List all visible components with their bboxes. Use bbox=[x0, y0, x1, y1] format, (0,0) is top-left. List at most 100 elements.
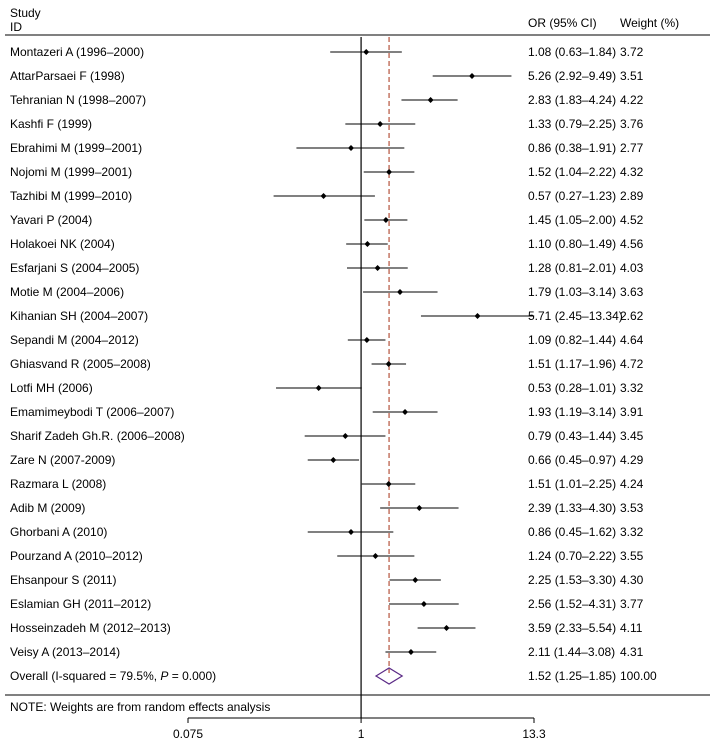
weight-text: 4.11 bbox=[620, 621, 643, 635]
ci-text: 1.52 (1.04–2.22) bbox=[528, 165, 616, 179]
study-label: Kashfi F (1999) bbox=[10, 117, 92, 131]
ci-text: 1.24 (0.70–2.22) bbox=[528, 549, 616, 563]
study-label: Montazeri A (1996–2000) bbox=[10, 45, 144, 59]
study-label: Kihanian SH (2004–2007) bbox=[10, 309, 148, 323]
study-row: Eslamian GH (2011–2012) 2.56 (1.52–4.31) 3… bbox=[10, 597, 644, 611]
ci-text: 1.45 (1.05–2.00) bbox=[528, 213, 616, 227]
ci-text: 1.51 (1.01–2.25) bbox=[528, 477, 616, 491]
study-row: Zare N (2007-2009) 0.66 (0.45–0.97) 4.29 bbox=[10, 453, 644, 467]
study-row: Ghiasvand R (2005–2008) 1.51 (1.17–1.96) 4… bbox=[10, 357, 644, 371]
ci-text: 2.39 (1.33–4.30) bbox=[528, 501, 616, 515]
weight-text: 3.63 bbox=[620, 285, 644, 299]
weight-text: 3.45 bbox=[620, 429, 644, 443]
ci-text: 2.83 (1.83–4.24) bbox=[528, 93, 616, 107]
study-row: Lotfi MH (2006) 0.53 (0.28–1.01) 3.32 bbox=[10, 381, 644, 395]
point-estimate-marker bbox=[315, 385, 322, 391]
weight-text: 3.72 bbox=[620, 45, 644, 59]
point-estimate-marker bbox=[320, 193, 327, 199]
ci-text: 1.79 (1.03–3.14) bbox=[528, 285, 616, 299]
weight-text: 4.30 bbox=[620, 573, 644, 587]
ci-text: 1.08 (0.63–1.84) bbox=[528, 45, 616, 59]
weight-text: 3.32 bbox=[620, 525, 644, 539]
overall-ci-text: 1.52 (1.25–1.85) bbox=[528, 669, 616, 683]
weight-text: 3.76 bbox=[620, 117, 644, 131]
point-estimate-marker bbox=[443, 625, 450, 631]
weight-text: 3.32 bbox=[620, 381, 644, 395]
weight-text: 2.62 bbox=[620, 309, 644, 323]
ci-text: 0.66 (0.45–0.97) bbox=[528, 453, 616, 467]
weight-text: 3.91 bbox=[620, 405, 644, 419]
point-estimate-marker bbox=[348, 529, 355, 535]
x-tick-label: 13.3 bbox=[522, 727, 546, 741]
point-estimate-marker bbox=[407, 649, 414, 655]
study-label: Pourzand A (2010–2012) bbox=[10, 549, 143, 563]
ci-text: 0.86 (0.45–1.62) bbox=[528, 525, 616, 539]
point-estimate-marker bbox=[330, 457, 337, 463]
study-label: Tazhibi M (1999–2010) bbox=[10, 189, 132, 203]
study-label: Sharif Zadeh Gh.R. (2006–2008) bbox=[10, 429, 185, 443]
study-row: Emamimeybodi T (2006–2007) 1.93 (1.19–3.1… bbox=[10, 405, 644, 419]
study-label: Zare N (2007-2009) bbox=[10, 453, 115, 467]
study-label: Nojomi M (1999–2001) bbox=[10, 165, 132, 179]
study-row: Ghorbani A (2010) 0.86 (0.45–1.62) 3.32 bbox=[10, 525, 644, 539]
study-row: Veisy A (2013–2014) 2.11 (1.44–3.08) 4.31 bbox=[10, 645, 644, 659]
weight-text: 4.52 bbox=[620, 213, 644, 227]
study-row: Adib M (2009) 2.39 (1.33–4.30) 3.53 bbox=[10, 501, 644, 515]
point-estimate-marker bbox=[416, 505, 423, 511]
study-label: Ehsanpour S (2011) bbox=[10, 573, 117, 587]
point-estimate-marker bbox=[374, 265, 381, 271]
ci-text: 0.57 (0.27–1.23) bbox=[528, 189, 616, 203]
ci-text: 0.86 (0.38–1.91) bbox=[528, 141, 616, 155]
point-estimate-marker bbox=[385, 361, 392, 367]
header-study: Study bbox=[10, 6, 41, 20]
header-weight: Weight (%) bbox=[620, 16, 679, 30]
study-row: Kihanian SH (2004–2007) 5.71 (2.45–13.34)… bbox=[10, 309, 644, 323]
weight-text: 4.22 bbox=[620, 93, 644, 107]
study-row: Esfarjani S (2004–2005) 1.28 (0.81–2.01) 4… bbox=[10, 261, 644, 275]
weight-text: 4.31 bbox=[620, 645, 644, 659]
study-label: Veisy A (2013–2014) bbox=[10, 645, 120, 659]
ci-text: 3.59 (2.33–5.54) bbox=[528, 621, 616, 635]
ci-text: 5.26 (2.92–9.49) bbox=[528, 69, 616, 83]
header-or: OR (95% CI) bbox=[528, 16, 597, 30]
weight-text: 4.24 bbox=[620, 477, 644, 491]
study-label: Yavari P (2004) bbox=[10, 213, 92, 227]
ci-text: 1.51 (1.17–1.96) bbox=[528, 357, 616, 371]
x-axis-ticks: 0.075 1 13.3 bbox=[173, 718, 546, 741]
overall-row: Overall (I-squared = 79.5%, P = 0.000) 1… bbox=[10, 667, 657, 685]
point-estimate-marker bbox=[348, 145, 355, 151]
point-estimate-marker bbox=[427, 97, 434, 103]
ci-text: 1.10 (0.80–1.49) bbox=[528, 237, 616, 251]
point-estimate-marker bbox=[363, 337, 370, 343]
study-row: Yavari P (2004) 1.45 (1.05–2.00) 4.52 bbox=[10, 213, 644, 227]
point-estimate-marker bbox=[402, 409, 409, 415]
weight-text: 2.77 bbox=[620, 141, 644, 155]
ci-text: 2.11 (1.44–3.08) bbox=[528, 645, 615, 659]
overall-label: Overall (I-squared = 79.5%, P = 0.000) bbox=[10, 669, 216, 683]
ci-text: 1.09 (0.82–1.44) bbox=[528, 333, 616, 347]
point-estimate-marker bbox=[469, 73, 476, 79]
point-estimate-marker bbox=[412, 577, 419, 583]
weight-text: 3.77 bbox=[620, 597, 644, 611]
study-label: AttarParsaei F (1998) bbox=[10, 69, 125, 83]
study-label: Ebrahimi M (1999–2001) bbox=[10, 141, 142, 155]
study-row: AttarParsaei F (1998) 5.26 (2.92–9.49) 3.5… bbox=[10, 69, 644, 83]
study-row: Sharif Zadeh Gh.R. (2006–2008) 0.79 (0.43… bbox=[10, 429, 644, 443]
study-row: Motie M (2004–2006) 1.79 (1.03–3.14) 3.63 bbox=[10, 285, 644, 299]
study-label: Ghorbani A (2010) bbox=[10, 525, 107, 539]
study-label: Emamimeybodi T (2006–2007) bbox=[10, 405, 174, 419]
study-label: Eslamian GH (2011–2012) bbox=[10, 597, 151, 611]
weight-text: 4.56 bbox=[620, 237, 644, 251]
weight-text: 4.64 bbox=[620, 333, 644, 347]
study-label: Hosseinzadeh M (2012–2013) bbox=[10, 621, 171, 635]
study-row: Ehsanpour S (2011) 2.25 (1.53–3.30) 4.30 bbox=[10, 573, 644, 587]
ci-text: 0.53 (0.28–1.01) bbox=[528, 381, 616, 395]
point-estimate-marker bbox=[372, 553, 379, 559]
weight-text: 4.72 bbox=[620, 357, 644, 371]
study-label: Esfarjani S (2004–2005) bbox=[10, 261, 139, 275]
point-estimate-marker bbox=[363, 49, 370, 55]
point-estimate-marker bbox=[342, 433, 349, 439]
point-estimate-marker bbox=[385, 481, 392, 487]
weight-text: 4.29 bbox=[620, 453, 644, 467]
study-label: Motie M (2004–2006) bbox=[10, 285, 124, 299]
